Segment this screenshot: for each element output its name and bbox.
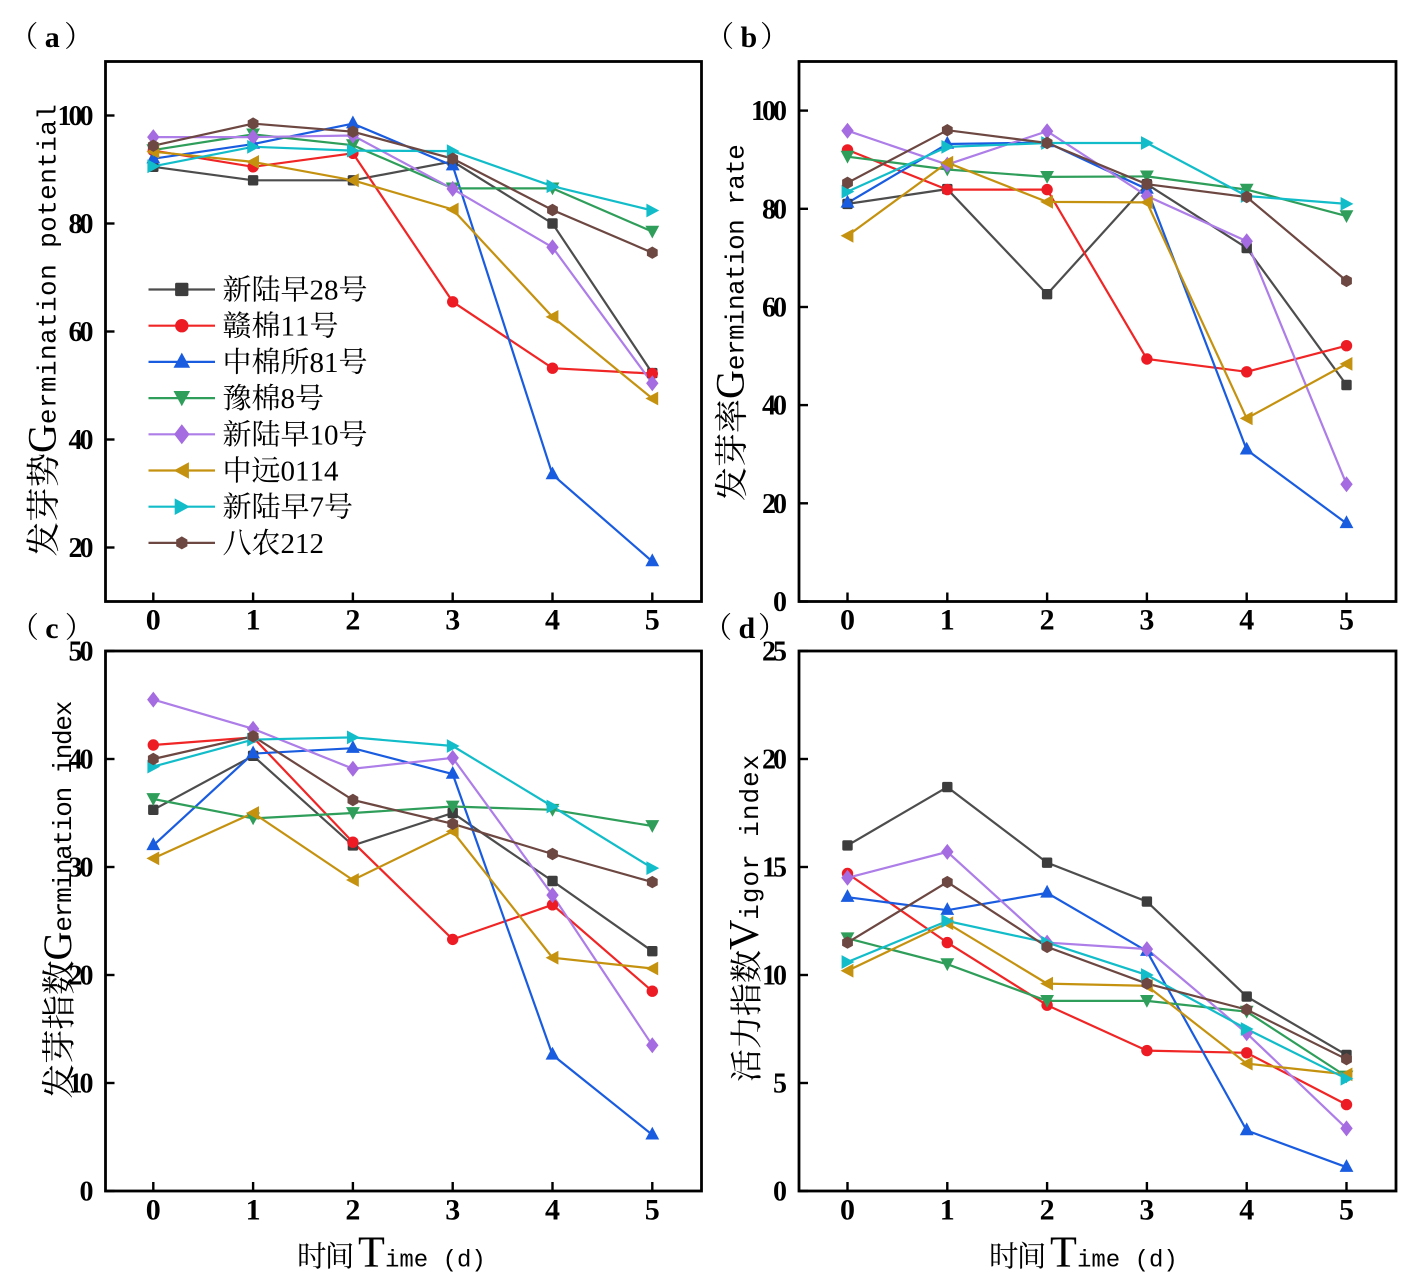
- svg-text:G: G: [35, 932, 80, 961]
- svg-text:10: 10: [762, 961, 787, 992]
- svg-text:40: 40: [762, 391, 787, 422]
- svg-text:5: 5: [773, 1069, 787, 1100]
- svg-text:3: 3: [445, 1194, 460, 1227]
- svg-text:ermination index: ermination index: [49, 701, 79, 932]
- svg-text:8: 8: [281, 383, 296, 415]
- svg-text:2: 2: [1040, 1194, 1055, 1227]
- svg-text:5: 5: [645, 603, 660, 636]
- svg-text:d: d: [739, 612, 756, 645]
- svg-text:8: 8: [324, 275, 339, 307]
- svg-text:100: 100: [751, 96, 787, 127]
- svg-text:10: 10: [69, 1069, 94, 1100]
- svg-text:T: T: [358, 1228, 385, 1277]
- svg-text:1: 1: [246, 1194, 261, 1227]
- svg-text:2: 2: [310, 275, 325, 307]
- svg-text:0: 0: [146, 1194, 161, 1227]
- svg-text:1: 1: [295, 311, 310, 343]
- svg-text:0: 0: [146, 603, 161, 636]
- svg-text:20: 20: [762, 489, 787, 520]
- svg-text:20: 20: [69, 961, 94, 992]
- svg-text:2: 2: [1040, 603, 1055, 636]
- svg-text:2: 2: [310, 528, 325, 560]
- svg-text:1: 1: [295, 528, 310, 560]
- svg-text:b: b: [741, 21, 758, 54]
- svg-text:2: 2: [281, 528, 296, 560]
- svg-text:4: 4: [545, 1194, 560, 1227]
- svg-text:0: 0: [80, 1177, 94, 1208]
- svg-text:40: 40: [69, 745, 94, 776]
- svg-text:3: 3: [445, 603, 460, 636]
- svg-text:1: 1: [940, 603, 955, 636]
- svg-text:a: a: [45, 21, 60, 54]
- svg-text:1: 1: [310, 456, 325, 488]
- svg-text:4: 4: [1239, 1194, 1254, 1227]
- svg-text:1: 1: [324, 347, 339, 379]
- svg-text:100: 100: [58, 101, 94, 132]
- svg-text:5: 5: [645, 1194, 660, 1227]
- svg-text:1: 1: [310, 419, 325, 451]
- svg-text:15: 15: [762, 853, 787, 884]
- svg-text:25: 25: [762, 637, 787, 668]
- svg-text:ime (d): ime (d): [385, 1248, 486, 1275]
- svg-text:ermination potential: ermination potential: [34, 104, 64, 424]
- svg-text:0: 0: [281, 456, 296, 488]
- svg-text:60: 60: [762, 293, 787, 324]
- svg-text:30: 30: [69, 853, 94, 884]
- svg-text:4: 4: [545, 603, 560, 636]
- svg-text:50: 50: [69, 637, 94, 668]
- svg-text:40: 40: [69, 425, 94, 456]
- svg-text:80: 80: [69, 209, 94, 240]
- svg-text:2: 2: [345, 1194, 360, 1227]
- svg-text:1: 1: [246, 603, 261, 636]
- svg-text:0: 0: [773, 587, 787, 618]
- svg-text:G: G: [20, 424, 65, 453]
- svg-text:3: 3: [1139, 603, 1154, 636]
- svg-text:c: c: [45, 612, 58, 645]
- svg-text:1: 1: [940, 1194, 955, 1227]
- svg-text:20: 20: [762, 745, 787, 776]
- svg-text:igor index: igor index: [736, 755, 766, 920]
- svg-text:0: 0: [840, 1194, 855, 1227]
- svg-text:0: 0: [773, 1177, 787, 1208]
- svg-text:5: 5: [1339, 1194, 1354, 1227]
- svg-text:ime (d): ime (d): [1077, 1248, 1178, 1275]
- svg-text:20: 20: [69, 533, 94, 564]
- svg-text:4: 4: [1239, 603, 1254, 636]
- svg-text:2: 2: [345, 603, 360, 636]
- svg-text:5: 5: [1339, 603, 1354, 636]
- svg-text:7: 7: [310, 492, 325, 524]
- svg-text:T: T: [1050, 1228, 1077, 1277]
- svg-text:4: 4: [324, 456, 339, 488]
- svg-text:V: V: [722, 920, 768, 950]
- svg-text:80: 80: [762, 194, 787, 225]
- svg-text:0: 0: [840, 603, 855, 636]
- svg-text:8: 8: [310, 347, 325, 379]
- svg-text:G: G: [708, 370, 753, 399]
- svg-text:0: 0: [324, 419, 339, 451]
- svg-text:1: 1: [295, 456, 310, 488]
- svg-text:60: 60: [69, 317, 94, 348]
- svg-text:1: 1: [281, 311, 296, 343]
- svg-text:ermination rate: ermination rate: [722, 144, 752, 370]
- svg-text:3: 3: [1139, 1194, 1154, 1227]
